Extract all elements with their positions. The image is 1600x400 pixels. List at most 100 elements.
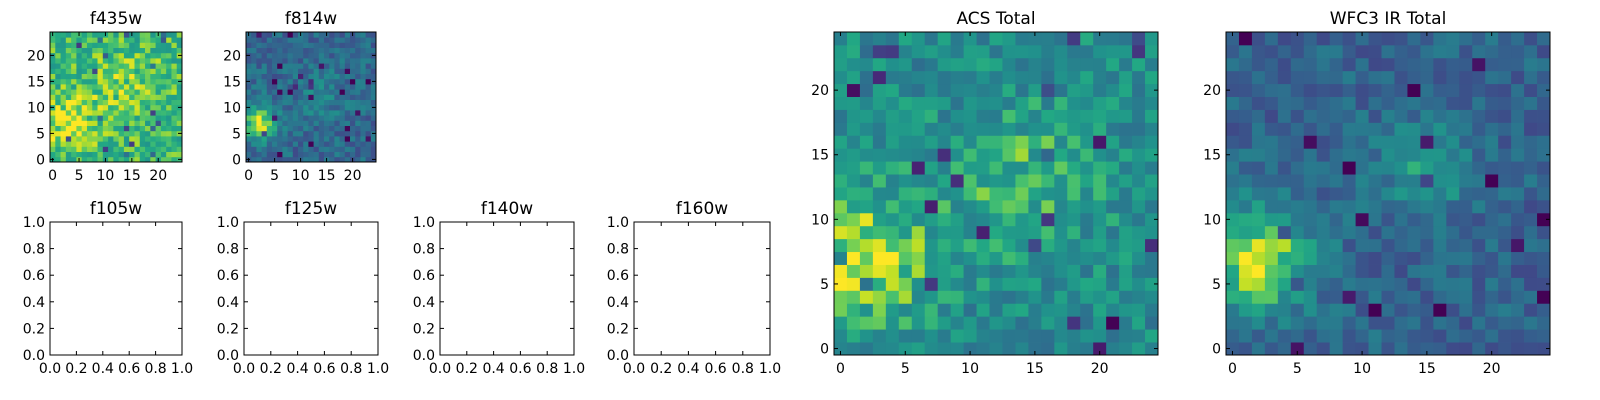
heatmap-cell bbox=[1394, 251, 1408, 265]
heatmap-cell bbox=[155, 78, 162, 85]
heatmap-cell bbox=[282, 130, 288, 137]
heatmap-cell bbox=[1277, 316, 1292, 330]
heatmap-cell bbox=[308, 136, 314, 142]
heatmap-cell bbox=[1459, 212, 1473, 227]
heatmap-cell bbox=[872, 316, 887, 330]
heatmap-cell bbox=[1511, 148, 1525, 162]
heatmap-cell bbox=[118, 84, 125, 90]
x-tick-label: 0 bbox=[1228, 361, 1237, 377]
heatmap-cell bbox=[129, 125, 135, 132]
heatmap-cell bbox=[318, 115, 325, 121]
heatmap-cell bbox=[324, 94, 330, 100]
heatmap-cell bbox=[176, 125, 183, 132]
heatmap-cell bbox=[261, 47, 268, 54]
heatmap-cell bbox=[1264, 277, 1279, 291]
heatmap-cell bbox=[365, 32, 372, 38]
heatmap-cell bbox=[350, 115, 356, 121]
heatmap-cell bbox=[1226, 277, 1240, 291]
heatmap-cell bbox=[303, 47, 309, 54]
heatmap-cell bbox=[1381, 122, 1395, 136]
heatmap-cell bbox=[272, 63, 278, 69]
heatmap-cell bbox=[166, 99, 172, 106]
heatmap-cell bbox=[160, 52, 167, 59]
heatmap-cell bbox=[1015, 329, 1029, 343]
heatmap-cell bbox=[1290, 83, 1305, 97]
heatmap-cell bbox=[911, 96, 926, 110]
heatmap-cell bbox=[171, 136, 178, 142]
heatmap-cell bbox=[118, 110, 125, 116]
heatmap-cell bbox=[1093, 225, 1107, 240]
heatmap-cell bbox=[1420, 44, 1434, 59]
heatmap-cell bbox=[261, 37, 268, 43]
heatmap-cell bbox=[251, 32, 257, 38]
heatmap-cell bbox=[1446, 148, 1460, 162]
heatmap-cell bbox=[251, 37, 257, 43]
heatmap-cell bbox=[1067, 122, 1081, 136]
heatmap-cell bbox=[318, 141, 325, 147]
heatmap-cell bbox=[129, 89, 135, 95]
heatmap-cell bbox=[134, 94, 141, 100]
heatmap-cell bbox=[1342, 96, 1356, 110]
heatmap-cell bbox=[86, 78, 93, 85]
heatmap-cell bbox=[108, 156, 114, 163]
heatmap-cell bbox=[272, 78, 278, 85]
heatmap-cell bbox=[1316, 44, 1331, 59]
heatmap-cell bbox=[1119, 187, 1133, 201]
heatmap-cell bbox=[76, 130, 83, 137]
heatmap-cell bbox=[303, 42, 309, 48]
heatmap-cell bbox=[113, 58, 120, 64]
heatmap-cell bbox=[1342, 251, 1356, 265]
heatmap-cell bbox=[86, 37, 93, 43]
heatmap-cell bbox=[272, 120, 278, 126]
heatmap-cell bbox=[1394, 148, 1408, 162]
heatmap-cell bbox=[1145, 264, 1159, 278]
heatmap-cell bbox=[1485, 187, 1499, 201]
heatmap-cell bbox=[1028, 251, 1042, 265]
heatmap-cell bbox=[123, 32, 130, 38]
heatmap-cell bbox=[924, 148, 939, 162]
heatmap-cell bbox=[937, 187, 952, 201]
heatmap-cell bbox=[370, 68, 377, 74]
heatmap-cell bbox=[1459, 109, 1473, 123]
heatmap-cell bbox=[55, 136, 61, 142]
heatmap-cell bbox=[313, 99, 320, 106]
heatmap-cell bbox=[1394, 83, 1408, 97]
heatmap-cell bbox=[145, 78, 151, 85]
heatmap-cell bbox=[65, 115, 72, 121]
heatmap-cell bbox=[251, 68, 257, 74]
heatmap-cell bbox=[963, 251, 977, 265]
heatmap-cell bbox=[1537, 70, 1551, 85]
heatmap-cell bbox=[1381, 342, 1395, 356]
heatmap-cell bbox=[1119, 329, 1133, 343]
heatmap-cell bbox=[1028, 277, 1042, 291]
heatmap-cell bbox=[160, 146, 167, 152]
heatmap-cell bbox=[292, 156, 299, 163]
heatmap-cell bbox=[1080, 329, 1094, 343]
heatmap-cell bbox=[1355, 70, 1369, 85]
heatmap-cell bbox=[1433, 57, 1447, 72]
heatmap-cell bbox=[272, 37, 278, 43]
heatmap-cell bbox=[898, 96, 913, 110]
heatmap-cell bbox=[937, 96, 952, 110]
heatmap-cell bbox=[1226, 148, 1240, 162]
heatmap-cell bbox=[1264, 148, 1279, 162]
heatmap-cell bbox=[251, 89, 257, 95]
heatmap-cell bbox=[129, 136, 135, 142]
heatmap-cell bbox=[360, 58, 366, 64]
heatmap-cell bbox=[97, 141, 104, 147]
heatmap-cell bbox=[292, 52, 299, 59]
heatmap-cell bbox=[885, 199, 900, 214]
heatmap-cell bbox=[898, 303, 913, 317]
heatmap-cell bbox=[1002, 290, 1016, 304]
heatmap-cell bbox=[261, 115, 268, 121]
heatmap-cell bbox=[160, 104, 167, 111]
heatmap-cell bbox=[1054, 342, 1068, 356]
heatmap-cell bbox=[303, 32, 309, 38]
heatmap-cell bbox=[1238, 44, 1253, 59]
heatmap-cell bbox=[1498, 277, 1512, 291]
heatmap-cell bbox=[1093, 316, 1107, 330]
y-tick-label: 0 bbox=[820, 342, 829, 358]
heatmap-cell bbox=[277, 151, 283, 158]
heatmap-cell bbox=[81, 73, 88, 80]
x-tick-label: 0.8 bbox=[536, 361, 558, 377]
